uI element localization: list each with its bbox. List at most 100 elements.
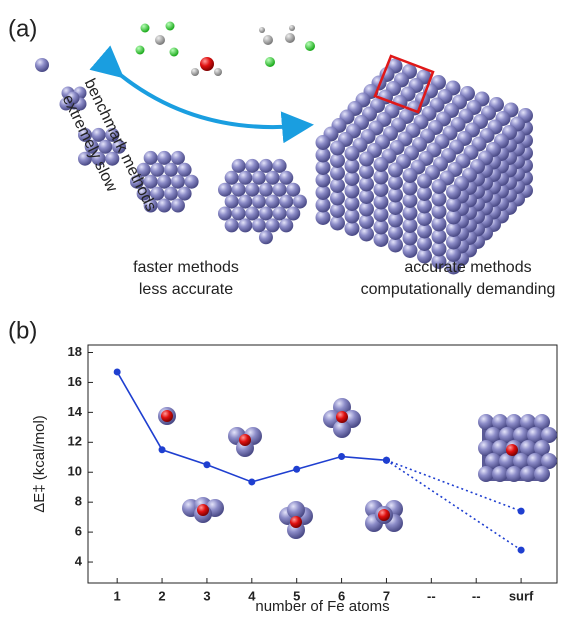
atom xyxy=(35,58,49,72)
atom xyxy=(155,35,165,45)
method-note: accurate methods xyxy=(404,259,531,276)
atom xyxy=(245,159,259,173)
atom xyxy=(232,159,246,173)
atom xyxy=(259,230,273,244)
atom xyxy=(273,183,287,197)
surface-inset xyxy=(478,414,557,482)
atom xyxy=(191,68,199,76)
atom xyxy=(289,25,295,31)
x-tick-label: -- xyxy=(472,588,481,603)
atom xyxy=(266,195,280,209)
data-point xyxy=(518,547,525,554)
atom xyxy=(286,183,300,197)
x-axis-label: number of Fe atoms xyxy=(255,598,389,615)
atom xyxy=(171,199,185,213)
atom xyxy=(506,444,518,456)
atom xyxy=(263,35,273,45)
atom xyxy=(259,27,265,33)
atom xyxy=(432,179,447,194)
atom xyxy=(232,207,246,221)
data-point xyxy=(248,478,255,485)
atom xyxy=(164,187,178,201)
atom xyxy=(225,218,239,232)
atom xyxy=(286,207,300,221)
atom xyxy=(218,207,232,221)
atom xyxy=(378,509,390,521)
atom xyxy=(166,22,175,31)
atom xyxy=(171,175,185,189)
atom xyxy=(330,141,345,156)
atom xyxy=(157,175,171,189)
atom xyxy=(273,207,287,221)
atom xyxy=(238,171,252,185)
atom xyxy=(144,151,158,165)
atom xyxy=(266,218,280,232)
atom xyxy=(388,163,403,178)
atom xyxy=(200,57,214,71)
atom xyxy=(178,187,192,201)
y-tick-label: 6 xyxy=(75,524,82,539)
atom xyxy=(225,171,239,185)
atom xyxy=(259,159,273,173)
data-point xyxy=(338,453,345,460)
atom xyxy=(239,434,251,446)
atom xyxy=(136,46,145,55)
atom xyxy=(178,163,192,177)
atom xyxy=(492,466,508,482)
atom xyxy=(520,466,536,482)
atom xyxy=(161,410,173,422)
data-point xyxy=(383,457,390,464)
atom xyxy=(185,175,199,189)
atom xyxy=(259,183,273,197)
x-tick-label: 2 xyxy=(158,588,165,603)
atom xyxy=(252,195,266,209)
y-tick-label: 8 xyxy=(75,494,82,509)
atom xyxy=(290,516,302,528)
atom xyxy=(359,152,374,167)
y-tick-label: 10 xyxy=(68,464,82,479)
atom xyxy=(259,207,273,221)
atom xyxy=(417,174,432,189)
atom xyxy=(506,466,522,482)
atom xyxy=(446,185,461,200)
atom xyxy=(252,171,266,185)
atom xyxy=(245,183,259,197)
atom xyxy=(403,168,418,183)
atom xyxy=(336,411,348,423)
y-tick-label: 16 xyxy=(68,374,82,389)
arrow xyxy=(112,68,298,127)
atom xyxy=(534,466,550,482)
atom xyxy=(164,163,178,177)
method-note: less accurate xyxy=(139,281,233,298)
method-note: faster methods xyxy=(133,259,239,276)
atom xyxy=(225,195,239,209)
y-tick-label: 14 xyxy=(68,404,83,419)
y-tick-label: 4 xyxy=(75,553,83,568)
y-tick-label: 12 xyxy=(68,434,82,449)
method-note: computationally demanding xyxy=(361,281,556,298)
atom xyxy=(345,146,360,161)
x-tick-label: surf xyxy=(509,588,534,603)
figure: (a) benchmark methods extremely slow fas… xyxy=(0,0,568,619)
data-point xyxy=(159,446,166,453)
x-tick-label: 1 xyxy=(114,588,121,603)
atom xyxy=(279,171,293,185)
atom xyxy=(232,183,246,197)
atom xyxy=(273,159,287,173)
atom xyxy=(141,24,150,33)
atom xyxy=(171,151,185,165)
atom xyxy=(238,195,252,209)
atom xyxy=(279,218,293,232)
page: (a) benchmark methods extremely slow fas… xyxy=(0,0,568,619)
x-tick-label: 3 xyxy=(203,588,210,603)
atom xyxy=(214,68,222,76)
data-point xyxy=(518,508,525,515)
atom xyxy=(245,207,259,221)
atom xyxy=(197,504,209,516)
illustration xyxy=(35,22,533,275)
atom xyxy=(305,41,315,51)
atom xyxy=(265,57,275,67)
atom xyxy=(374,157,389,172)
atom xyxy=(238,218,252,232)
